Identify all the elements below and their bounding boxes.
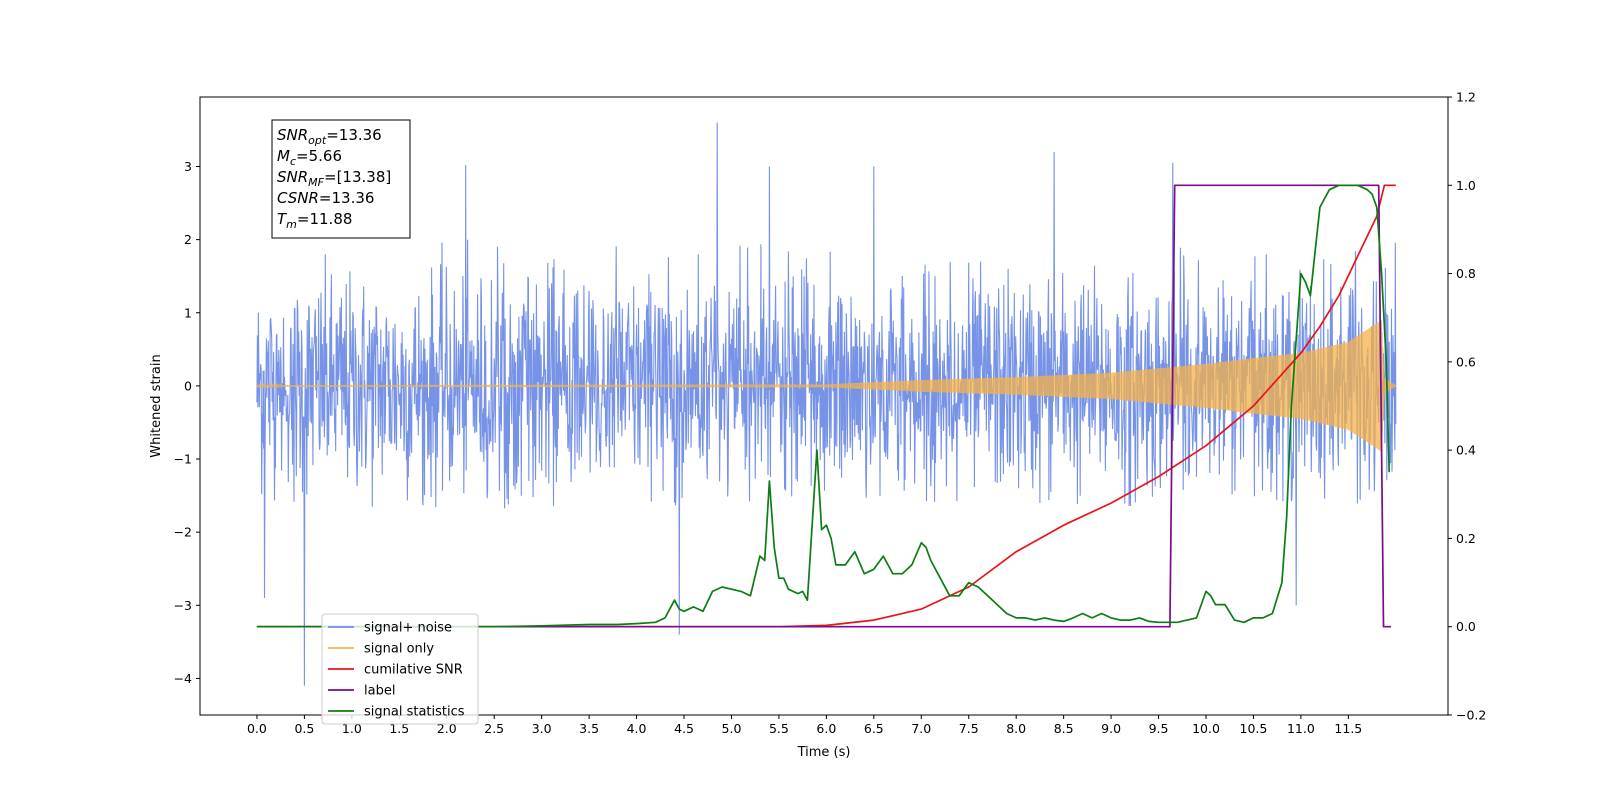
annotation-subscript: opt — [308, 134, 327, 147]
x-tick-label: 5.5 — [769, 721, 789, 736]
legend-label: signal only — [364, 642, 434, 657]
annotation-value: =13.36 — [319, 189, 375, 207]
y-axis-label: Whitened strain — [149, 354, 164, 457]
x-tick-label: 5.0 — [722, 721, 742, 736]
x-tick-label: 1.5 — [389, 721, 409, 736]
x-tick-label: 2.5 — [484, 721, 504, 736]
annotation-symbol: T — [277, 210, 288, 228]
y-tick-label: 1 — [184, 305, 192, 320]
y-tick-label: −1 — [174, 452, 192, 467]
x-tick-label: 11.0 — [1287, 721, 1315, 736]
x-tick-label: 2.0 — [437, 721, 457, 736]
annotation-value: =11.88 — [297, 210, 353, 228]
stats-annotation-box: SNRopt=13.36Mc=5.66SNRMF=[13.38]CSNR=13.… — [271, 119, 411, 239]
annotation-subscript: MF — [308, 176, 324, 189]
annotation-subscript: c — [290, 155, 296, 168]
annotation-subscript: m — [286, 218, 297, 231]
x-tick-label: 8.0 — [1006, 721, 1026, 736]
annotation-symbol: CSNR — [277, 189, 319, 207]
x-tick-label: 9.5 — [1149, 721, 1169, 736]
x-tick-label: 3.0 — [532, 721, 552, 736]
annotation-line: SNRMF=[13.38] — [277, 168, 391, 189]
legend-label: label — [364, 684, 395, 699]
y2-tick-label: 1.0 — [1456, 178, 1476, 193]
x-tick-label: 10.0 — [1192, 721, 1220, 736]
annotation-symbol: SNR — [277, 126, 308, 144]
legend-frame — [321, 613, 479, 725]
y2-tick-label: 0.6 — [1456, 354, 1476, 369]
annotation-value: =5.66 — [296, 147, 342, 165]
legend-label: signal statistics — [364, 705, 465, 720]
y-tick-label: 2 — [184, 232, 192, 247]
y-axis-left: −4 −3 −2 −1 0 1 2 3 — [174, 159, 200, 686]
annotation-line: Mc=5.66 — [277, 147, 342, 168]
x-tick-label: 4.5 — [674, 721, 694, 736]
x-tick-label: 8.5 — [1054, 721, 1074, 736]
annotation-line: CSNR=13.36 — [277, 189, 374, 207]
series-signal-statistics — [256, 184, 1391, 628]
y2-tick-label: −0.2 — [1456, 708, 1486, 723]
y2-tick-label: 1.2 — [1456, 90, 1476, 105]
annotation-value: =13.36 — [326, 126, 382, 144]
x-tick-label: 3.5 — [579, 721, 599, 736]
x-tick-label: 6.5 — [864, 721, 884, 736]
x-tick-label: 7.0 — [911, 721, 931, 736]
y2-tick-label: 0.0 — [1456, 619, 1476, 634]
x-tick-label: 6.0 — [816, 721, 836, 736]
annotation-symbol: M — [277, 147, 290, 165]
x-tick-label: 7.5 — [959, 721, 979, 736]
series-label — [256, 184, 1392, 628]
y-tick-label: 3 — [184, 159, 192, 174]
series-cumilative-snr — [256, 184, 1396, 628]
x-tick-label: 10.5 — [1240, 721, 1268, 736]
annotation-value: =[13.38] — [324, 168, 391, 186]
x-axis: 0.0 0.5 1.0 1.5 2.0 2.5 3.0 3.5 4.0 4.5 5.0 5.5 6.0 6… — [247, 715, 1362, 736]
x-tick-label: 4.0 — [627, 721, 647, 736]
legend-label: signal+ noise — [364, 621, 452, 636]
x-tick-label: 11.5 — [1334, 721, 1362, 736]
legend-label: cumilative SNR — [364, 663, 463, 678]
x-tick-label: 1.0 — [342, 721, 362, 736]
x-tick-label: 0.0 — [247, 721, 267, 736]
annotation-line: Tm=11.88 — [277, 210, 352, 231]
y2-tick-label: 0.8 — [1456, 266, 1476, 281]
y-tick-label: −4 — [174, 671, 192, 686]
annotation-line: SNRopt=13.36 — [277, 126, 382, 147]
y2-tick-label: 0.4 — [1456, 443, 1476, 458]
y-tick-label: 0 — [184, 378, 192, 393]
y-tick-label: −2 — [174, 525, 192, 540]
x-tick-label: 9.0 — [1101, 721, 1121, 736]
axes-frame — [199, 96, 1449, 716]
legend: signal+ noise signal only cumilative SNR la… — [321, 613, 479, 725]
y-tick-label: −3 — [174, 598, 192, 613]
plot-area — [256, 122, 1397, 686]
x-axis-label: Time (s) — [797, 745, 851, 760]
annotation-frame — [271, 119, 411, 239]
x-tick-label: 0.5 — [294, 721, 314, 736]
y2-tick-label: 0.2 — [1456, 531, 1476, 546]
annotation-symbol: SNR — [277, 168, 308, 186]
series-signal-only — [256, 320, 1397, 452]
y-axis-right: −0.2 0.0 0.2 0.4 0.6 0.8 1.0 1.2 — [1448, 90, 1486, 723]
